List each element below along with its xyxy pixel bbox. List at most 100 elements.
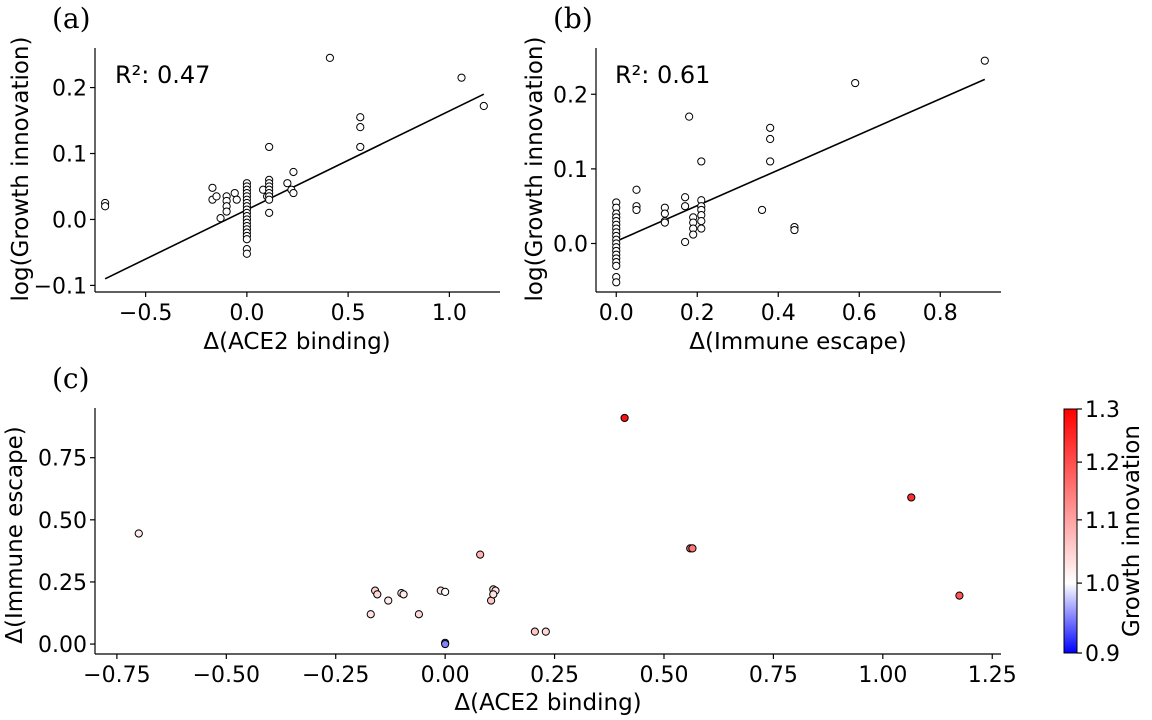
x-tick-label-c: 1.00 — [858, 663, 907, 688]
x-tick-label-b: 0.8 — [923, 301, 958, 326]
data-point-c — [373, 590, 382, 599]
data-point-c — [366, 610, 375, 619]
data-point-b — [757, 205, 767, 215]
x-tick-label-b: 0.6 — [842, 301, 877, 326]
data-point-a — [356, 123, 365, 132]
data-point-a — [356, 142, 365, 152]
panel-c: (c) Δ(ACE2 binding) Δ(Immune escape) −0.… — [2, 362, 1017, 716]
data-point-b — [681, 202, 690, 211]
data-point-b — [766, 157, 775, 166]
y-tick-label-c: 0.00 — [38, 633, 87, 658]
data-point-a — [457, 73, 466, 82]
colorbar-gradient — [1063, 408, 1078, 654]
data-point-c — [688, 544, 697, 553]
x-axis-label-b: Δ(Immune escape) — [689, 329, 907, 355]
y-tick-label-a: 0.2 — [52, 77, 87, 102]
y-tick-label-b: 0.1 — [553, 158, 588, 183]
data-point-b — [685, 112, 694, 121]
x-tick-label-c: 1.25 — [968, 663, 1017, 688]
x-tick-label-c: 0.50 — [639, 663, 688, 688]
data-point-b — [660, 209, 669, 218]
y-tick-label-a: 0.1 — [52, 143, 87, 168]
data-point-c — [476, 550, 485, 559]
y-axis-label-b: log(Growth innovation) — [522, 37, 548, 302]
data-point-a — [479, 101, 488, 111]
x-tick-label-c: −0.75 — [83, 663, 150, 688]
data-point-c — [620, 413, 629, 423]
data-point-a — [216, 214, 225, 223]
x-tick-label-c: 0.00 — [421, 663, 470, 688]
colorbar: Growth innovation 0.9 1.0 1.1 1.2 1.3 — [1063, 398, 1145, 667]
data-point-c — [541, 627, 550, 636]
data-point-b — [790, 225, 799, 235]
data-point-c — [955, 591, 964, 600]
panel-b: (b) R²: 0.61 Δ(Immune escape) log(Growth… — [522, 2, 1001, 355]
colorbar-tick-label: 1.1 — [1085, 509, 1120, 534]
colorbar-tick-label: 1.2 — [1085, 451, 1120, 476]
y-tick-label-c: 0.75 — [38, 447, 87, 472]
data-point-a — [230, 188, 239, 198]
x-tick-label-c: 0.75 — [749, 663, 798, 688]
colorbar-tick-label: 0.9 — [1085, 642, 1120, 667]
data-point-b — [697, 157, 706, 166]
x-tick-label-b: 0.2 — [680, 301, 715, 326]
data-point-c — [441, 587, 450, 596]
data-point-a — [325, 53, 334, 62]
colorbar-label: Growth innovation — [1119, 425, 1145, 637]
data-point-a — [356, 113, 365, 122]
y-tick-label-b: 0.0 — [553, 232, 588, 257]
data-point-b — [632, 185, 641, 194]
y-tick-label-a: 0.0 — [52, 208, 87, 233]
data-point-c — [134, 529, 143, 538]
y-axis-label-a: log(Growth innovation) — [8, 37, 34, 302]
y-tick-label-c: 0.50 — [38, 509, 87, 534]
data-point-a — [289, 188, 298, 198]
data-point-b — [612, 278, 621, 287]
data-point-b — [689, 230, 698, 239]
data-point-a — [242, 235, 251, 244]
data-point-b — [980, 56, 989, 65]
data-point-c — [907, 493, 916, 502]
data-point-a — [222, 207, 231, 216]
x-tick-label-a: 0.0 — [229, 301, 264, 326]
r2-annotation-a: R²: 0.47 — [115, 61, 210, 89]
data-point-c — [489, 590, 498, 599]
data-point-a — [208, 183, 217, 192]
data-point-c — [384, 596, 393, 605]
x-tick-label-c: 0.25 — [530, 663, 579, 688]
r2-annotation-b: R²: 0.61 — [615, 61, 710, 89]
panel-a: (a) R²: 0.47 Δ(ACE2 binding) log(Growth … — [8, 2, 500, 355]
data-point-b — [681, 237, 690, 247]
data-point-a — [265, 142, 274, 152]
data-point-b — [766, 134, 775, 144]
data-point-a — [265, 208, 274, 217]
data-point-a — [101, 202, 110, 211]
y-tick-label-c: 0.25 — [38, 571, 87, 596]
data-point-b — [660, 218, 669, 227]
x-tick-label-c: −0.25 — [302, 663, 369, 688]
data-point-c — [441, 639, 450, 649]
x-axis-label-a: Δ(ACE2 binding) — [203, 329, 390, 355]
data-point-a — [242, 249, 251, 258]
panel-label-a: (a) — [52, 2, 91, 35]
colorbar-tick-label: 1.3 — [1085, 398, 1120, 423]
x-tick-label-a: −0.5 — [119, 301, 172, 326]
data-point-c — [414, 610, 423, 619]
x-tick-label-b: 0.4 — [761, 301, 796, 326]
data-point-a — [283, 179, 292, 188]
colorbar-tick-label: 1.0 — [1085, 572, 1120, 597]
x-tick-label-a: 1.0 — [432, 301, 467, 326]
panel-label-b: (b) — [553, 2, 593, 35]
data-point-b — [851, 78, 860, 88]
data-point-b — [612, 261, 621, 270]
data-point-b — [697, 217, 706, 226]
data-point-c — [530, 627, 539, 636]
data-point-a — [289, 167, 298, 177]
data-point-a — [232, 195, 241, 204]
x-tick-label-a: 0.5 — [331, 301, 366, 326]
x-axis-label-c: Δ(ACE2 binding) — [454, 690, 641, 716]
data-point-c — [399, 590, 408, 599]
data-point-a — [265, 195, 274, 204]
data-point-a — [212, 192, 221, 201]
